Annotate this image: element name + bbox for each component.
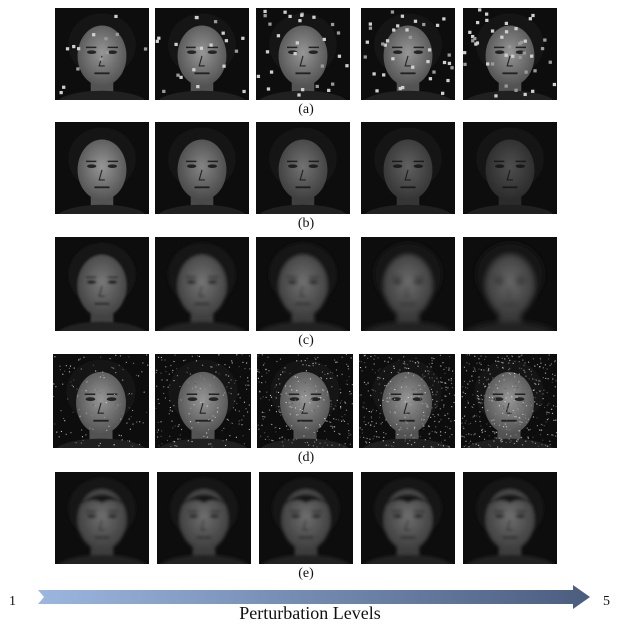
face-c-1 [55,237,149,331]
perturbation-levels-label: Perturbation Levels [239,603,381,623]
face-d-1 [53,354,149,448]
level-start-label: 1 [9,594,16,609]
face-image-a-3 [256,9,349,100]
face-e-3 [259,472,353,564]
face-image-d-2 [155,354,251,448]
face-b-1 [55,122,149,214]
face-c-4 [361,237,455,331]
face-a-4 [361,8,455,100]
face-image-e-1 [58,477,146,564]
face-image-c-2 [158,242,246,331]
face-c-5 [463,237,557,331]
level-end-label: 5 [603,594,610,609]
caption-c: (c) [298,333,314,348]
face-e-2 [157,472,251,564]
face-image-c-5 [466,242,554,331]
face-c-2 [155,237,249,331]
face-image-d-3 [257,354,353,448]
face-image-b-1 [58,127,146,214]
caption-b: (b) [297,216,315,231]
face-b-5 [463,122,557,214]
face-image-e-3 [262,477,350,564]
face-b-2 [155,122,249,214]
face-image-b-4 [364,127,452,214]
face-image-a-5 [463,8,557,100]
face-image-c-3 [259,242,347,331]
face-e-4 [361,472,455,564]
face-d-5 [461,354,557,448]
face-image-d-1 [53,354,149,448]
face-image-b-2 [158,127,246,214]
arrow-shape [38,585,590,609]
perturbation-arrow [38,585,590,609]
face-image-b-5 [466,127,554,214]
face-image-a-2 [155,13,246,100]
face-a-3 [256,8,350,100]
face-a-2 [155,8,249,100]
caption-e: (e) [298,566,314,581]
face-image-e-2 [160,477,248,564]
caption-a: (a) [298,102,314,117]
face-d-4 [359,354,455,448]
face-d-3 [257,354,353,448]
face-image-b-3 [259,127,347,214]
face-image-a-4 [363,10,454,100]
face-a-1 [55,8,149,100]
face-image-e-4 [364,477,452,564]
face-image-c-4 [364,242,452,331]
face-image-d-5 [461,354,557,448]
face-image-a-1 [58,13,148,100]
caption-d: (d) [297,450,315,465]
face-a-5 [463,8,557,100]
face-image-e-5 [466,477,554,564]
face-b-4 [361,122,455,214]
face-e-1 [55,472,149,564]
face-b-3 [256,122,350,214]
face-image-c-1 [58,242,146,331]
face-image-d-4 [359,354,455,448]
face-e-5 [463,472,557,564]
face-c-3 [256,237,350,331]
face-d-2 [155,354,251,448]
